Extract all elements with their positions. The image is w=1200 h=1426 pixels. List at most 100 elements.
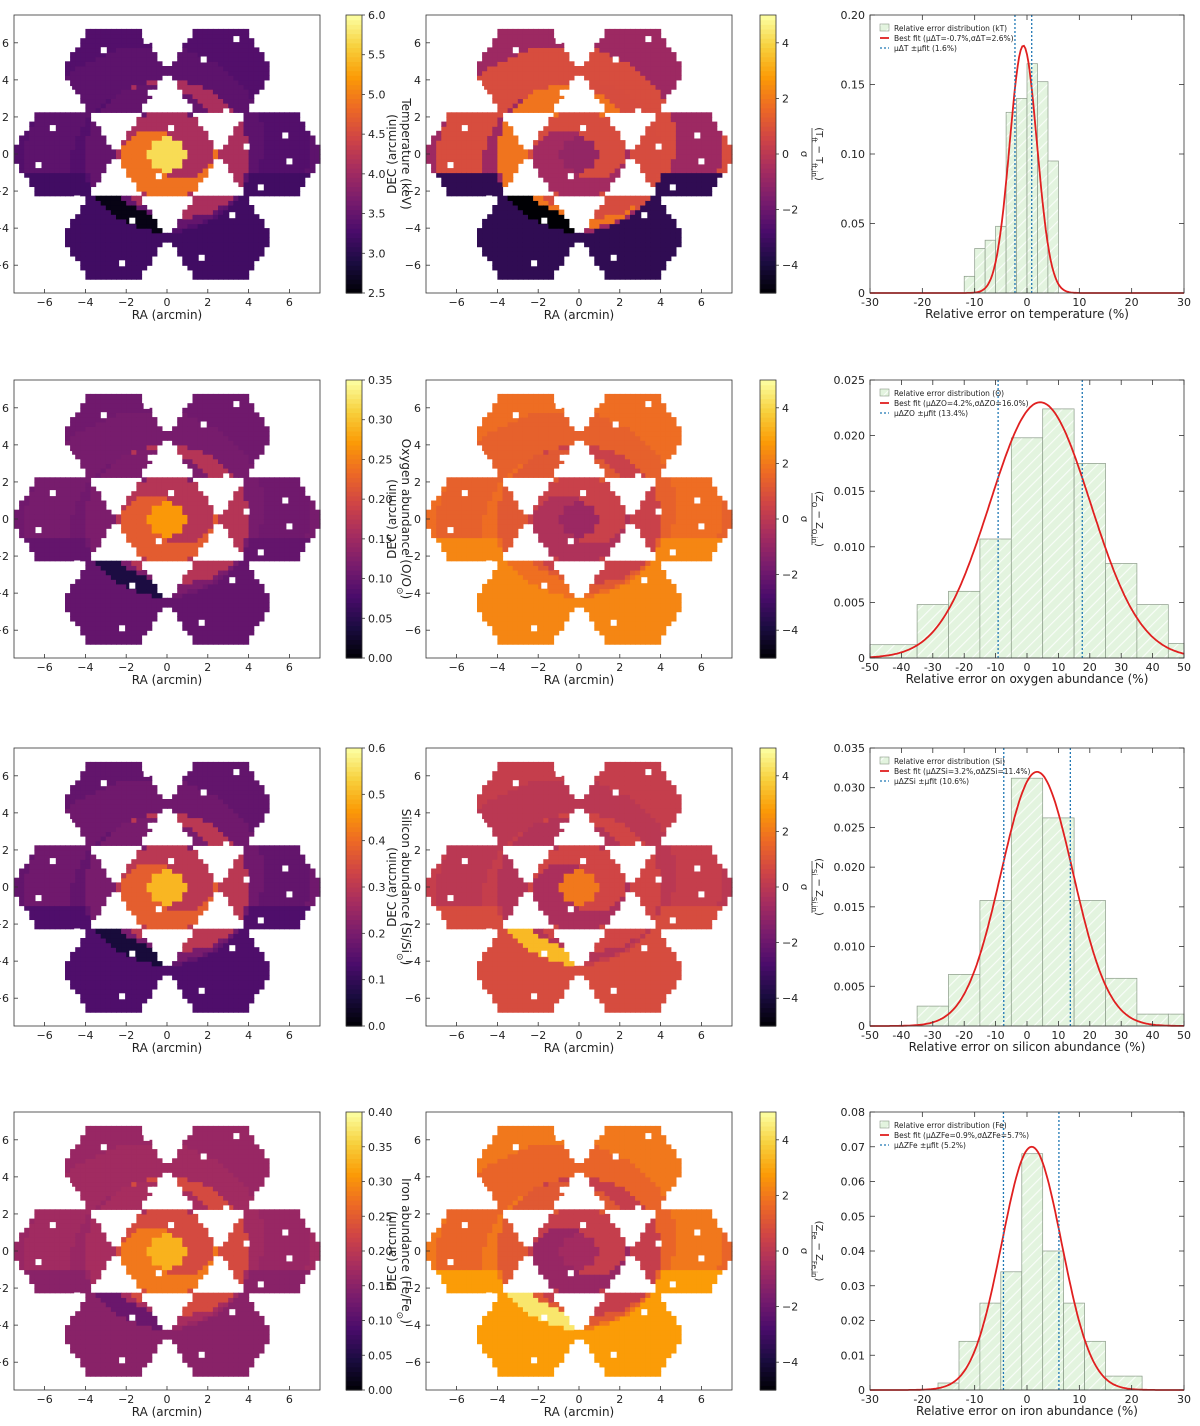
map-pixel <box>675 112 682 118</box>
map-pixel <box>177 223 183 229</box>
map-pixel <box>274 177 280 183</box>
map-pixel <box>279 158 285 164</box>
map-pixel <box>192 195 199 201</box>
map-pixel <box>95 574 102 580</box>
map-pixel <box>624 246 631 252</box>
map-pixel <box>233 232 239 239</box>
map-pixel <box>522 93 529 100</box>
map-pixel <box>44 181 51 188</box>
map-pixel <box>65 514 71 520</box>
map-pixel <box>218 98 224 104</box>
map-pixel <box>512 135 519 141</box>
map-pixel <box>39 163 46 169</box>
colorbar-tick-label: −4 <box>782 259 798 272</box>
map-pixel <box>95 195 102 201</box>
map-pixel <box>497 200 504 206</box>
map-pixel <box>105 468 112 474</box>
map-pixel <box>645 98 651 104</box>
map-pixel <box>65 509 71 515</box>
map-pixel <box>492 70 498 76</box>
map-pixel <box>202 47 209 53</box>
map-pixel <box>223 274 229 280</box>
map-pixel <box>660 218 667 225</box>
map-pixel <box>136 463 143 469</box>
map-pixel <box>655 255 662 262</box>
map-pixel <box>584 61 590 67</box>
colorbar-segment <box>346 200 362 206</box>
map-pixel <box>502 255 509 262</box>
map-pixel <box>90 421 97 427</box>
map-pixel <box>151 61 158 67</box>
map-pixel <box>80 412 86 418</box>
map-pixel <box>44 546 51 553</box>
map-pixel <box>100 228 107 234</box>
map-pixel <box>136 255 143 262</box>
map-pixel <box>100 246 107 252</box>
map-pixel <box>100 431 107 437</box>
map-pixel <box>151 186 158 192</box>
map-pixel <box>487 135 493 141</box>
map-pixel <box>533 163 539 169</box>
map-pixel <box>609 135 616 141</box>
map-pixel <box>665 135 672 141</box>
map-pixel <box>655 205 662 211</box>
map-pixel <box>640 66 646 72</box>
masked-point-source <box>200 56 207 63</box>
map-pixel <box>80 38 86 44</box>
map-pixel <box>471 186 478 192</box>
map-pixel <box>502 93 509 100</box>
map-pixel <box>253 218 260 225</box>
map-pixel <box>75 607 81 613</box>
map-pixel <box>706 149 713 155</box>
map-pixel <box>207 223 214 229</box>
map-pixel <box>85 269 92 276</box>
map-pixel <box>59 500 66 506</box>
map-pixel <box>660 246 667 252</box>
map-pixel <box>218 28 224 35</box>
map-pixel <box>604 28 611 35</box>
map-pixel <box>624 242 631 248</box>
map-pixel <box>253 163 260 169</box>
map-pixel <box>711 140 718 146</box>
map-pixel <box>492 223 498 229</box>
map-pixel <box>126 426 132 432</box>
masked-point-source <box>596 28 603 35</box>
map-pixel <box>655 135 662 141</box>
map-pixel <box>492 214 498 220</box>
map-pixel <box>238 158 245 164</box>
map-pixel <box>192 251 199 257</box>
map-pixel <box>512 167 519 174</box>
map-pixel <box>675 149 682 155</box>
map-pixel <box>645 232 651 239</box>
map-pixel <box>95 237 102 243</box>
map-pixel <box>675 66 682 72</box>
map-pixel <box>136 398 143 404</box>
map-pixel <box>563 242 570 248</box>
map-pixel <box>589 223 595 229</box>
map-pixel <box>44 112 51 118</box>
map-pixel <box>80 616 86 622</box>
map-pixel <box>487 140 493 146</box>
map-pixel <box>635 47 641 53</box>
map-pixel <box>105 154 112 160</box>
map-pixel <box>136 570 143 576</box>
map-pixel <box>522 228 529 234</box>
map-pixel <box>599 84 606 90</box>
map-pixel <box>670 158 677 164</box>
map-pixel <box>85 126 92 132</box>
map-pixel <box>218 269 224 276</box>
map-pixel <box>630 218 636 225</box>
map-pixel <box>248 66 255 72</box>
map-pixel <box>589 191 595 197</box>
map-pixel <box>167 70 173 76</box>
map-pixel <box>624 195 631 201</box>
map-pixel <box>24 514 30 520</box>
map-pixel <box>116 565 122 571</box>
map-pixel <box>39 514 46 520</box>
map-pixel <box>223 223 229 229</box>
map-pixel <box>131 393 137 400</box>
x-tick-label: 6 <box>286 296 293 309</box>
map-pixel <box>197 70 204 76</box>
map-pixel <box>116 412 122 418</box>
